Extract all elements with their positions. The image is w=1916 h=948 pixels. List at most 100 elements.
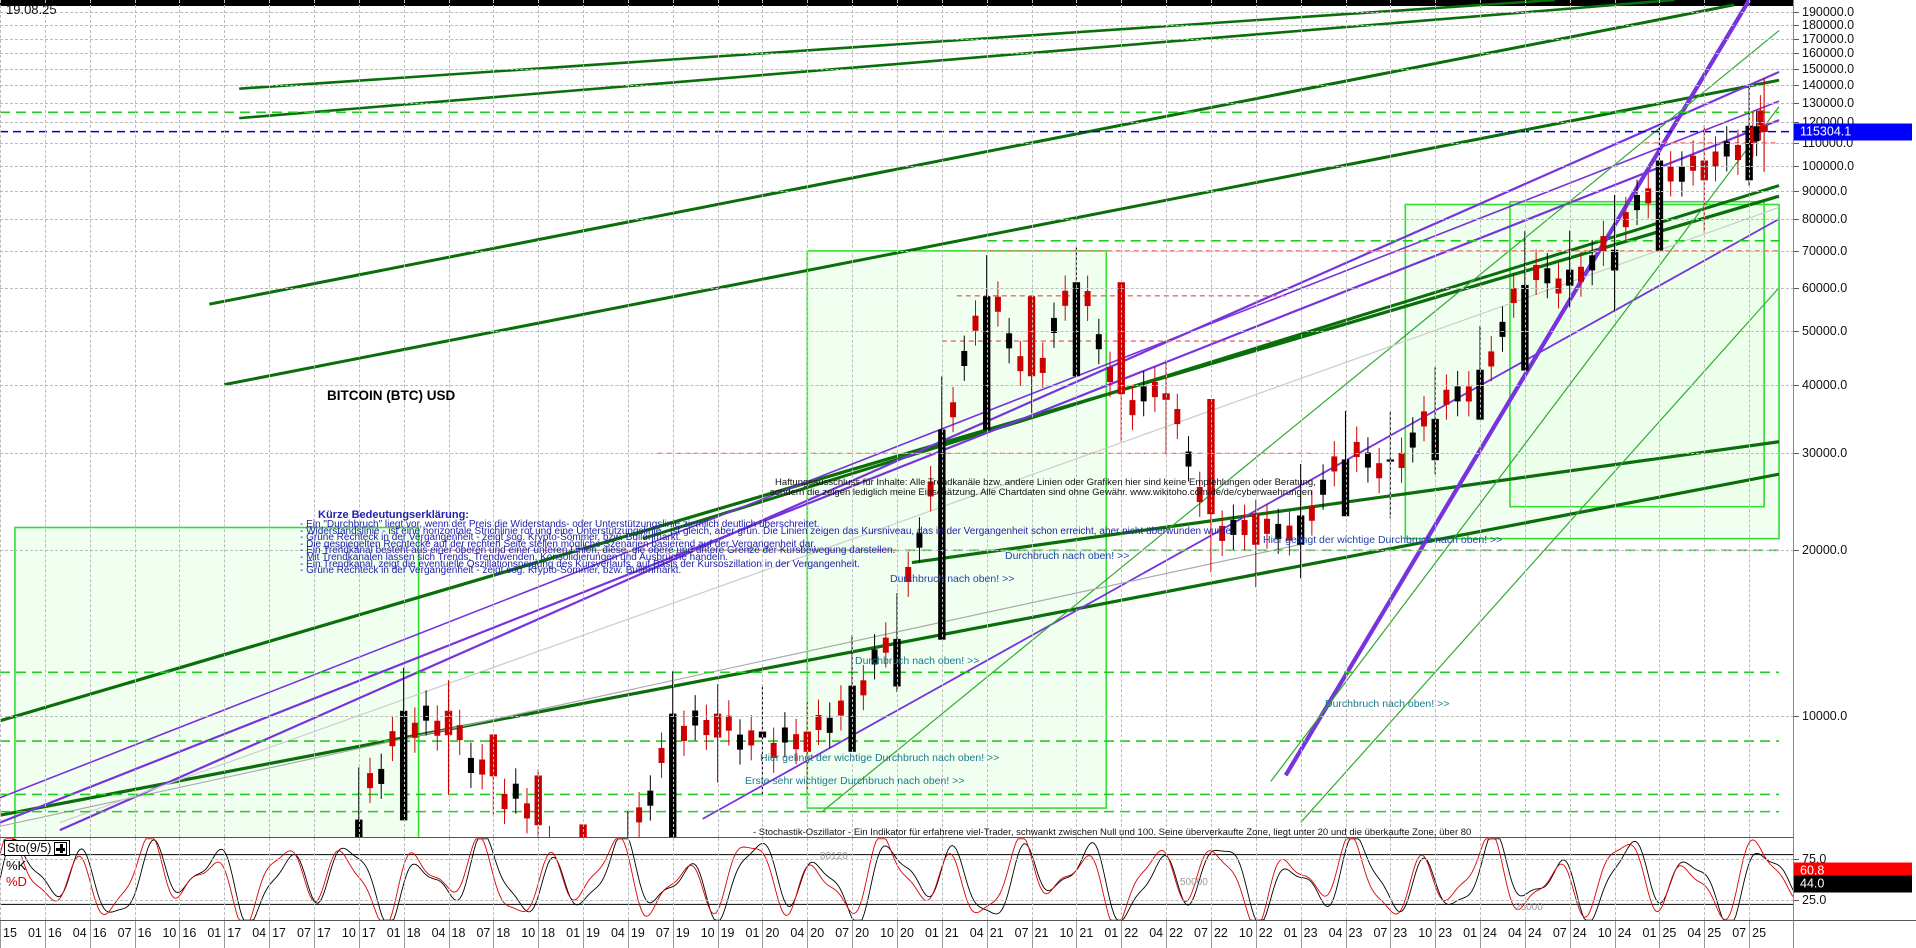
stochastic-panel[interactable] (0, 838, 1794, 921)
date-tick-month: 04 (431, 926, 446, 940)
date-tick-year: 24 (1617, 926, 1632, 940)
date-tick (44, 921, 46, 948)
gridline-vertical (89, 0, 91, 837)
date-tick (134, 921, 136, 948)
date-tick-year: 16 (92, 926, 107, 940)
gridline-horizontal (0, 165, 1793, 167)
price-tick-label: 180000.0 (1802, 18, 1855, 33)
gridline-vertical (1659, 838, 1661, 920)
gridline-vertical (1614, 0, 1616, 837)
stochastic-tick-label: 25.0 (1802, 893, 1827, 908)
date-tick (717, 921, 719, 948)
candle-body (1488, 351, 1495, 367)
price-tick (1794, 12, 1799, 14)
date-tick-month: 01 (566, 926, 581, 940)
date-tick-month: 01 (745, 926, 760, 940)
candle-body (815, 714, 822, 731)
date-tick-month: 04 (969, 926, 984, 940)
gridline-vertical (493, 838, 495, 920)
candle-body (1353, 441, 1360, 457)
date-tick-month: 01 (1642, 926, 1657, 940)
date-tick-year: 24 (1527, 926, 1542, 940)
legend-line: - Ein "Durchbruch" liegt vor, wenn der P… (300, 519, 820, 530)
indicator-legend[interactable]: Sto(9/5) (4, 840, 71, 856)
date-tick (1524, 921, 1526, 948)
price-chart-panel[interactable] (0, 0, 1794, 838)
gridline-vertical (358, 838, 360, 920)
price-axis[interactable]: 190000.0 180000.0 170000.0 160000.0 150000.0… (1794, 0, 1916, 921)
gridline-horizontal (0, 331, 1793, 333)
gridline-horizontal (0, 12, 1793, 14)
date-tick (358, 921, 360, 948)
date-tick-year: 21 (1079, 926, 1094, 940)
date-tick-month: 10 (1597, 926, 1612, 940)
date-tick-month: 10 (162, 926, 177, 940)
date-tick (224, 921, 226, 948)
candle-body (378, 768, 385, 784)
date-tick-year: 23 (1303, 926, 1318, 940)
date-tick (1390, 921, 1392, 948)
candle-body (1006, 333, 1013, 349)
date-tick (1166, 921, 1168, 948)
gridline-horizontal (0, 453, 1793, 455)
date-tick-month: 10 (880, 926, 894, 940)
date-tick-month: 04 (1687, 926, 1702, 940)
candle-body (1095, 334, 1102, 350)
date-tick-year: 20 (765, 926, 780, 940)
gridline-vertical (44, 0, 46, 837)
trend-line (0, 194, 1780, 723)
date-tick (1300, 921, 1302, 948)
candle-body (1577, 266, 1584, 282)
candle-body (1760, 125, 1768, 133)
gridline-vertical (852, 838, 854, 920)
date-tick-year: 16 (137, 926, 152, 940)
stochastic-tick (1794, 900, 1799, 902)
date-tick-month: 01 (1283, 926, 1298, 940)
candle-body (512, 783, 519, 799)
date-tick (1614, 921, 1616, 948)
candle-body (658, 747, 665, 763)
candle-body (1196, 487, 1203, 503)
date-tick-year: 15 (3, 926, 17, 940)
legend-line: - Mit Trendkanalen lassen sich Trends, T… (300, 552, 729, 563)
candle-body (1398, 452, 1405, 468)
price-tick (1794, 122, 1799, 124)
price-tick-label: 20000.0 (1802, 543, 1848, 558)
disclaimer-line-2: sondern die zeigen lediglich meine Einsc… (770, 487, 1313, 498)
date-tick-year: 17 (227, 926, 242, 940)
candle-body (1275, 523, 1282, 539)
price-tick (1794, 25, 1799, 27)
gridline-vertical (986, 838, 988, 920)
gridline-vertical (1300, 838, 1302, 920)
gridline-horizontal (0, 858, 1793, 860)
candle-body (1443, 389, 1450, 405)
price-tick-label: 150000.0 (1802, 61, 1855, 76)
gridline-vertical (1569, 0, 1571, 837)
date-tick-month: 04 (72, 926, 87, 940)
plus-icon[interactable] (54, 841, 68, 855)
date-tick-year: 20 (900, 926, 914, 940)
date-tick-year: 21 (989, 926, 1004, 940)
gridline-vertical (403, 838, 405, 920)
candle-body (1499, 321, 1506, 337)
candle-body (1589, 255, 1596, 271)
gridline-vertical (852, 0, 854, 837)
price-tick-label: 40000.0 (1802, 377, 1848, 392)
gridline-horizontal (0, 38, 1793, 40)
date-tick (89, 921, 91, 948)
gridline-vertical (538, 838, 540, 920)
candle-body (1308, 505, 1315, 521)
candle-body (647, 790, 654, 806)
date-axis[interactable]: 10 15 01 16 04 16 07 16 10 16 01 17 04 17 07 17 10 17 01 18… (0, 921, 1794, 948)
breakout-label: Hier gelingt der wichtige Durchbruch nac… (760, 752, 1000, 764)
date-tick (1749, 921, 1751, 948)
candle-body (1421, 411, 1427, 427)
candle-body (1219, 525, 1226, 541)
date-tick (1121, 921, 1123, 948)
price-tick (1794, 142, 1799, 144)
candle-body (1723, 141, 1730, 157)
candle-body (1454, 386, 1461, 402)
gridline-horizontal (0, 53, 1793, 55)
gridline-vertical (762, 0, 764, 837)
date-tick-month: 04 (1328, 926, 1343, 940)
